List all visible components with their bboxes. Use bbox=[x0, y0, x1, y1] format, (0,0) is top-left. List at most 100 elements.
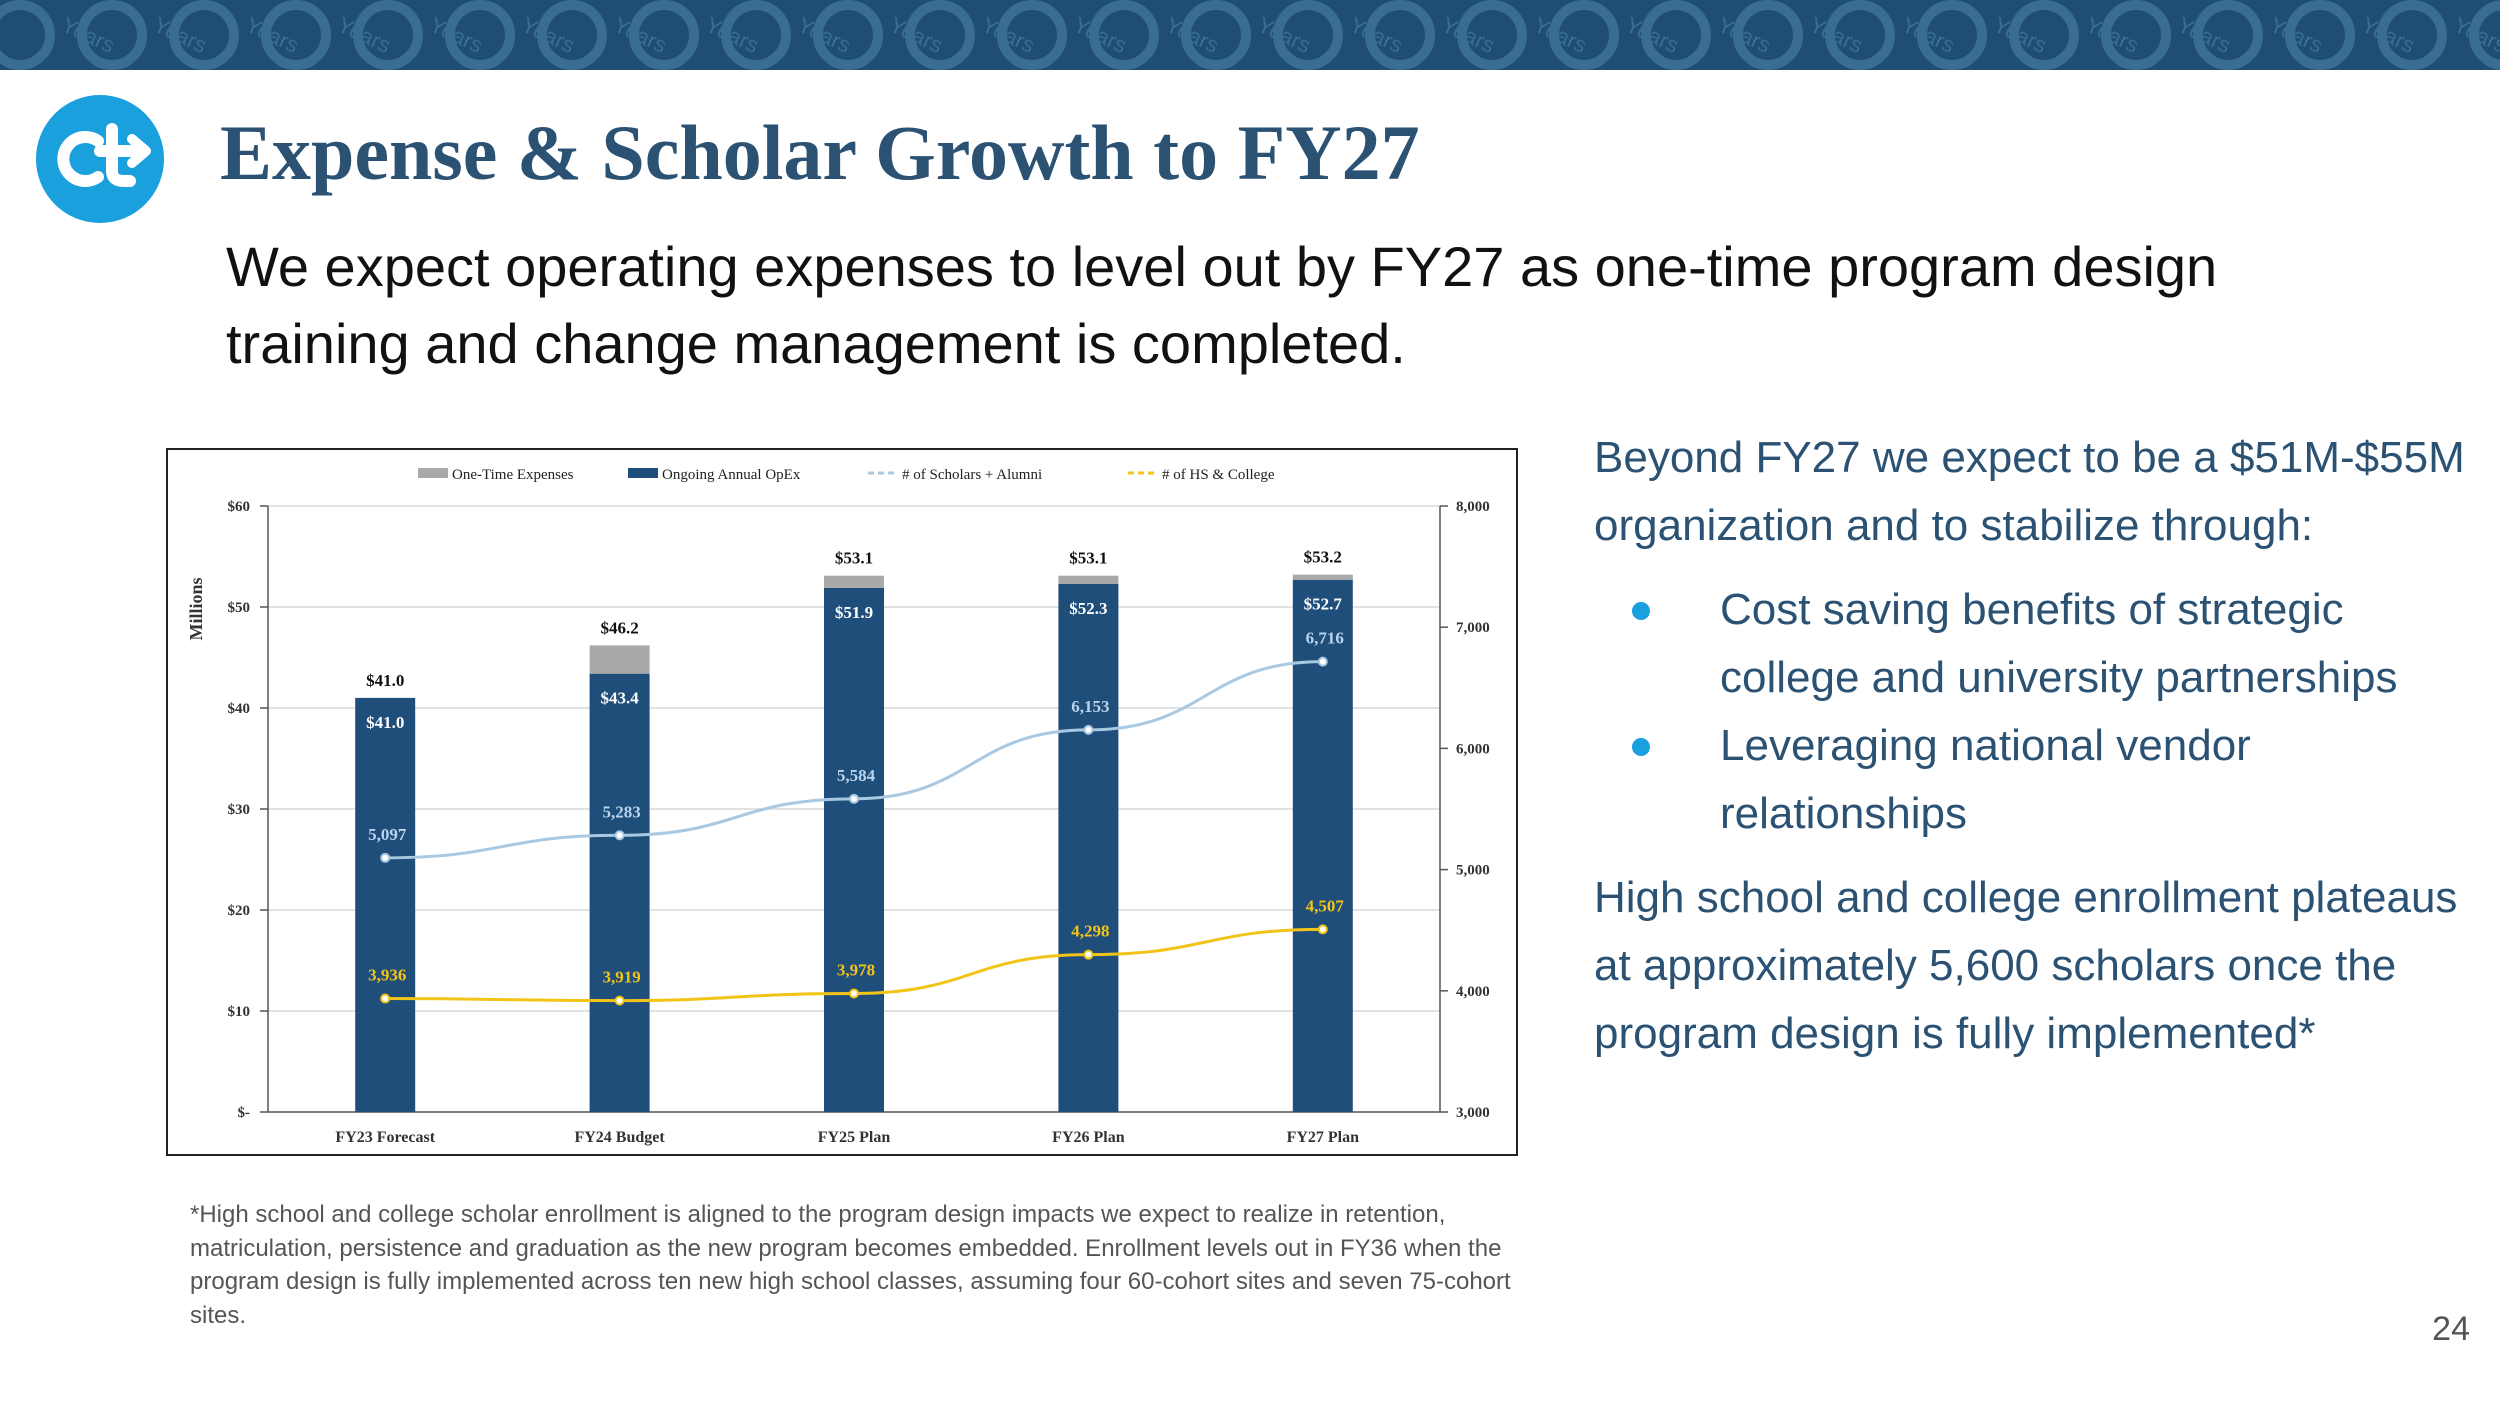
bar-one-time-expense bbox=[824, 575, 884, 588]
bar-ongoing-opex bbox=[824, 587, 884, 1112]
x-tick-label: FY26 Plan bbox=[1052, 1129, 1125, 1146]
banner-circle-shape bbox=[1457, 0, 1527, 70]
point-scholars-alumni bbox=[849, 793, 859, 804]
hs-college-label: 3,919 bbox=[602, 968, 640, 987]
y-tick-label: $10 bbox=[228, 1004, 251, 1020]
bar-total-label: $41.0 bbox=[366, 671, 404, 690]
banner-circle-shape bbox=[353, 0, 423, 70]
bar-value-label: $52.7 bbox=[1304, 595, 1343, 614]
bar-total-label: $53.2 bbox=[1304, 548, 1342, 567]
legend-label: One-Time Expenses bbox=[452, 467, 574, 483]
bar-value-label: $51.9 bbox=[835, 603, 873, 622]
banner-circle-shape bbox=[2469, 0, 2500, 70]
bar-value-label: $43.4 bbox=[600, 689, 639, 708]
legend-swatch bbox=[628, 468, 658, 478]
y-tick-label: $60 bbox=[228, 499, 251, 515]
ct-logo-icon bbox=[36, 95, 164, 223]
bar-value-label: $41.0 bbox=[366, 713, 404, 732]
y2-tick-label: 3,000 bbox=[1456, 1105, 1490, 1121]
banner-circle-shape bbox=[1917, 0, 1987, 70]
banner-circle-shape bbox=[1641, 0, 1711, 70]
bar-ongoing-opex bbox=[589, 673, 650, 1112]
banner-circle-shape bbox=[1181, 0, 1251, 70]
x-tick-label: FY24 Budget bbox=[574, 1129, 665, 1146]
x-tick-label: FY25 Plan bbox=[818, 1129, 891, 1146]
banner-circle-shape bbox=[905, 0, 975, 70]
banner-circle-shape bbox=[77, 0, 147, 70]
scholars-alumni-label: 5,584 bbox=[837, 766, 876, 785]
bar-value-label: $52.3 bbox=[1069, 599, 1107, 618]
y-tick-label: $- bbox=[238, 1105, 251, 1121]
point-scholars-alumni bbox=[1317, 656, 1328, 667]
banner-circle-shape bbox=[2377, 0, 2447, 70]
expense-scholar-chart: $- $10 $20 $30 $40 $50 $60 3,000 4,000 5,000 6,000… bbox=[166, 448, 1518, 1156]
banner-circle-shape bbox=[2193, 0, 2263, 70]
chart-canvas: $- $10 $20 $30 $40 $50 $60 3,000 4,000 5,000 6,000… bbox=[186, 467, 1490, 1146]
banner-circle-shape bbox=[813, 0, 883, 70]
bar-total-label: $53.1 bbox=[835, 549, 873, 568]
y2-tick-label: 7,000 bbox=[1456, 620, 1490, 636]
bar-ongoing-opex bbox=[1292, 579, 1353, 1112]
banner-circle-shape bbox=[1273, 0, 1343, 70]
bar-total-label: $46.2 bbox=[600, 618, 638, 637]
banner-circle-shape bbox=[2101, 0, 2171, 70]
y-tick-label: $30 bbox=[228, 802, 251, 818]
bar-ongoing-opex bbox=[1058, 583, 1119, 1112]
banner-circle-shape bbox=[1089, 0, 1159, 70]
legend-label: # of HS & College bbox=[1162, 467, 1275, 483]
slide-subtitle: We expect operating expenses to level ou… bbox=[226, 235, 2218, 375]
side-bullet-text: Cost saving benefits of strategic colleg… bbox=[1720, 585, 2398, 702]
legend-label: Ongoing Annual OpEx bbox=[662, 467, 801, 483]
x-tick-label: FY23 Forecast bbox=[335, 1129, 435, 1146]
scholars-alumni-label: 5,283 bbox=[602, 802, 640, 821]
y2-tick-label: 4,000 bbox=[1456, 984, 1490, 1000]
banner-circle-shape bbox=[169, 0, 239, 70]
banner-circle-shape bbox=[1549, 0, 1619, 70]
point-scholars-alumni bbox=[380, 852, 391, 863]
bar-one-time-expense bbox=[1058, 575, 1119, 584]
header-banner: Years Years Years Years Years Years Years Years… bbox=[0, 0, 2500, 70]
y2-tick-label: 8,000 bbox=[1456, 499, 1490, 515]
scholars-alumni-label: 6,716 bbox=[1306, 629, 1344, 648]
point-hs-college bbox=[614, 995, 625, 1006]
y-tick-label: $40 bbox=[228, 701, 251, 717]
bar-one-time-expense bbox=[589, 645, 650, 674]
side-panel: Beyond FY27 we expect to be a $51M-$55M … bbox=[1594, 424, 2474, 1068]
point-scholars-alumni bbox=[614, 830, 625, 841]
point-hs-college bbox=[1083, 949, 1094, 960]
banner-circle-shape bbox=[0, 0, 55, 70]
side-bullet: Cost saving benefits of strategic colleg… bbox=[1594, 576, 2474, 712]
point-hs-college bbox=[1317, 924, 1328, 935]
hs-college-label: 3,978 bbox=[837, 960, 875, 979]
scholars-alumni-label: 6,153 bbox=[1071, 697, 1109, 716]
bar-total-label: $53.1 bbox=[1069, 549, 1107, 568]
hs-college-label: 4,298 bbox=[1071, 922, 1109, 941]
banner-circle-shape bbox=[2009, 0, 2079, 70]
side-bullet-text: Leveraging national vendor relationships bbox=[1720, 721, 2251, 838]
page-number: 24 bbox=[2432, 1310, 2470, 1348]
legend-label: # of Scholars + Alumni bbox=[902, 467, 1042, 483]
bar-one-time-expense bbox=[1292, 574, 1353, 580]
banner-circle-shape bbox=[721, 0, 791, 70]
slide-title: Expense & Scholar Growth to FY27 bbox=[220, 109, 1420, 196]
side-bullet: Leveraging national vendor relationships bbox=[1594, 712, 2474, 848]
point-scholars-alumni bbox=[1083, 724, 1094, 735]
banner-circle-shape bbox=[1733, 0, 1803, 70]
point-hs-college bbox=[849, 988, 859, 999]
banner-circle-shape bbox=[445, 0, 515, 70]
hs-college-label: 4,507 bbox=[1306, 896, 1345, 915]
scholars-alumni-label: 5,097 bbox=[368, 825, 407, 844]
y-tick-label: $50 bbox=[228, 600, 251, 616]
bullet-dot-icon bbox=[1632, 738, 1650, 756]
hs-college-label: 3,936 bbox=[368, 966, 406, 985]
y2-tick-label: 5,000 bbox=[1456, 863, 1490, 879]
bar-ongoing-opex bbox=[355, 697, 416, 1112]
y-tick-label: $20 bbox=[228, 903, 251, 919]
banner-circle-shape bbox=[629, 0, 699, 70]
banner-circle-shape bbox=[997, 0, 1067, 70]
y2-tick-label: 6,000 bbox=[1456, 741, 1490, 757]
footnote: *High school and college scholar enrollm… bbox=[190, 1201, 1511, 1329]
banner-circle-shape bbox=[1825, 0, 1895, 70]
side-intro: Beyond FY27 we expect to be a $51M-$55M … bbox=[1594, 433, 2465, 550]
y-axis-label: Millions bbox=[186, 577, 206, 640]
